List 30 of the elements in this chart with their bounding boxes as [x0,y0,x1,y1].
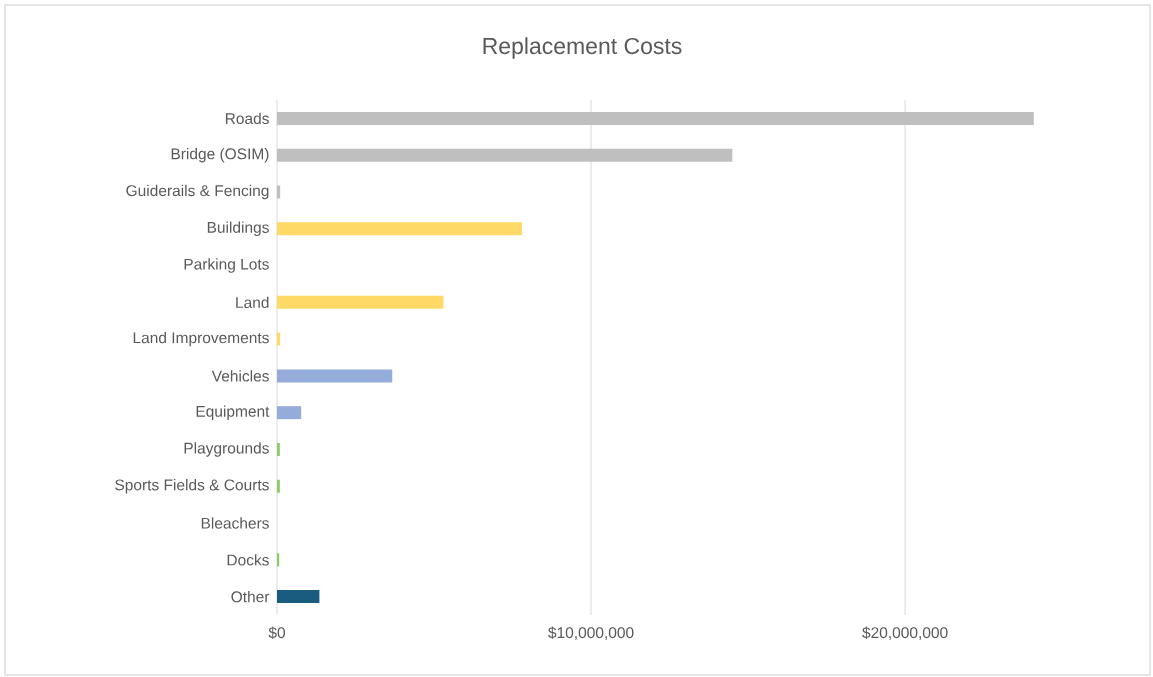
bar [277,590,320,604]
y-tick-label: Bridge (OSIM) [171,147,269,163]
bar [277,369,393,383]
x-tick-label: $20,000,000 [862,626,948,640]
x-tick-label: $10,000,000 [548,626,634,640]
y-tick-label: Land Improvements [133,331,269,347]
y-tick-label: Equipment [196,405,270,420]
bar [277,111,1034,125]
y-tick-label: Other [231,590,270,603]
y-tick-label: Land [236,296,269,309]
y-tick-label: Roads [225,112,269,125]
y-tick-label: Parking Lots [184,258,269,273]
y-tick-label: Vehicles [211,370,269,382]
chart-title: Replacement Costs [483,37,682,59]
y-tick-label: Playgrounds [184,442,269,457]
y-tick-label: Bleachers [201,517,269,529]
y-tick-label: Docks [227,554,269,566]
bar [277,185,281,199]
y-tick-label: Sports Fields & Courts [115,479,269,494]
bar [277,479,280,493]
bar [277,222,522,236]
x-tick-label: $0 [268,626,286,640]
bar [277,442,280,456]
bar [277,148,733,162]
bar [277,295,444,309]
bar [277,332,281,346]
bar [277,553,280,567]
bar [277,406,302,420]
y-tick-label: Buildings [207,221,269,236]
y-tick-label: Guiderails & Fencing [126,184,269,200]
